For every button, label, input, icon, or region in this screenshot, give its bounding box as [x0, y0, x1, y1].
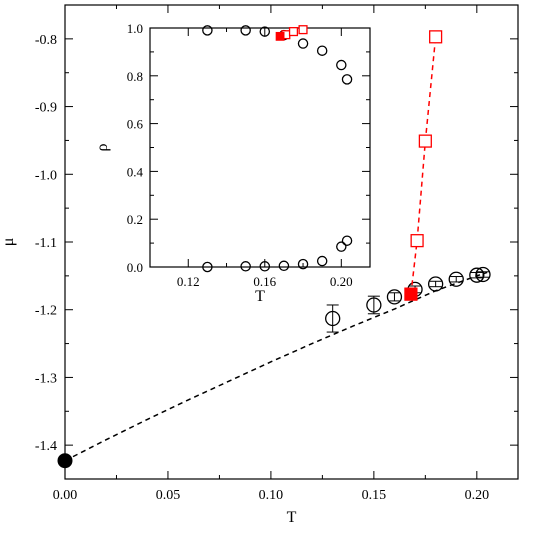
inset-point [278, 260, 290, 272]
inset-xlabel: T [255, 288, 265, 305]
main-ytick-label: -0.9 [35, 101, 57, 116]
main-point [386, 289, 403, 305]
main-square-filled [404, 287, 418, 301]
inset-ytick-label: 1.0 [127, 21, 143, 36]
inset-ytick-label: 0.4 [127, 164, 144, 179]
inset-xtick-label: 0.20 [330, 274, 353, 289]
inset-ytick-label: 0.8 [127, 69, 143, 84]
main-square [429, 30, 443, 44]
inset-point [240, 261, 251, 272]
main-point [325, 310, 341, 327]
inset-point [297, 258, 309, 270]
main-xtick-label: 0.15 [362, 488, 387, 503]
main-xtick-label: 0.10 [259, 488, 284, 503]
main-point [475, 266, 491, 283]
inset-square-filled [275, 31, 285, 41]
main-plot: 0.00 0.05 0.10 0.15 0.20 -1.4 -1.3 -1.2 -1.1 -1.0… [0, 4, 519, 526]
main-ytick-label: -1.2 [35, 304, 57, 319]
main-ytick-label: -1.4 [35, 439, 57, 454]
inset-point [336, 241, 347, 252]
inset-point [240, 25, 251, 36]
main-xtick-label: 0.20 [465, 488, 490, 503]
main-ytick-label: -1.1 [35, 236, 57, 251]
inset-point [202, 25, 213, 36]
main-xlabel: T [287, 509, 297, 526]
inset-plot: 0.12 0.16 0.20 0.0 0.2 0.4 0.6 0.8 1.0 Tρ [94, 21, 371, 305]
main-square [410, 234, 424, 248]
main-point [469, 267, 485, 283]
main-ytick-label: -1.3 [35, 371, 57, 386]
inset-point [259, 261, 271, 272]
main-ytick-label: -1.0 [35, 168, 57, 183]
main-xtick-label: 0.05 [156, 488, 181, 503]
inset-xtick-label: 0.12 [177, 274, 200, 289]
inset-xtick-label: 0.16 [253, 274, 276, 289]
main-ylabel: μ [0, 238, 17, 247]
inset-point [202, 261, 213, 273]
main-series-3-line [410, 36, 437, 295]
inset-ytick-label: 0.6 [127, 117, 144, 132]
inset-square [298, 25, 308, 35]
inset-point [297, 38, 309, 49]
main-ytick-label: -0.8 [35, 33, 57, 48]
inset-ytick-label: 0.0 [127, 260, 143, 275]
main-point [366, 297, 382, 313]
inset-ylabel: ρ [94, 143, 111, 151]
inset-frame [149, 27, 371, 268]
main-xtick-label: 0.00 [53, 488, 78, 503]
main-point-filled [57, 453, 73, 469]
inset-ytick-label: 0.2 [127, 212, 143, 227]
inset-point [316, 45, 328, 56]
inset-point [341, 235, 353, 246]
inset-point [316, 255, 328, 267]
main-square [418, 134, 432, 148]
inset-point [336, 59, 347, 71]
main-series-1-line [64, 271, 488, 462]
inset-point [259, 26, 271, 37]
inset-square [288, 27, 299, 37]
main-point [448, 271, 464, 287]
inset-point [341, 74, 353, 85]
